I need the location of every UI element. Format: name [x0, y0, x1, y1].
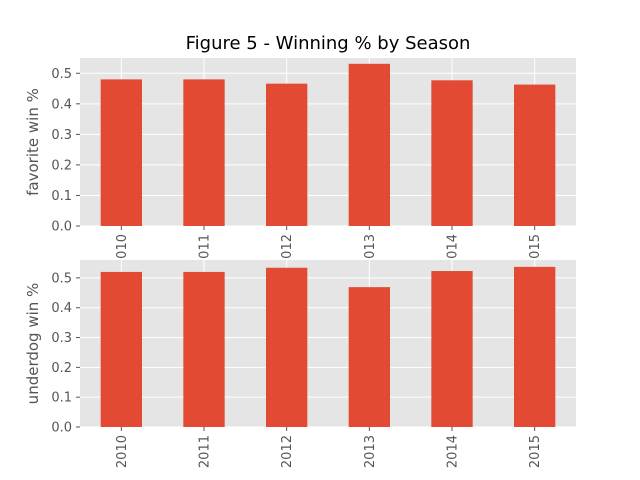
- y-axis-label-underdog: underdog win %: [24, 283, 42, 405]
- bar-favorite-2014: [431, 80, 473, 226]
- bar-favorite-2010: [100, 79, 142, 226]
- y-tick-label: 0.1: [51, 391, 72, 406]
- x-tick-label: 2010: [115, 435, 130, 468]
- y-tick-label: 0.3: [51, 331, 72, 346]
- y-tick-label: 0.2: [51, 158, 72, 173]
- x-tick-label: 2011: [198, 435, 213, 468]
- y-tick-label: 0.5: [51, 67, 72, 82]
- bar-underdog-2015: [514, 266, 556, 427]
- bar-favorite-2015: [514, 84, 556, 226]
- x-tick-label: 2013: [363, 435, 378, 468]
- bar-favorite-2012: [266, 83, 308, 227]
- bar-underdog-2011: [183, 271, 225, 427]
- bar-underdog-2012: [266, 267, 308, 427]
- plot-area-favorite: [80, 58, 576, 226]
- y-tick-label: 0.0: [51, 220, 72, 235]
- bar-favorite-2013: [348, 63, 390, 226]
- y-tick-label: 0.5: [51, 271, 72, 286]
- y-axis-label-favorite: favorite win %: [24, 88, 42, 196]
- x-tick-label: 2013: [363, 234, 378, 267]
- x-tick-label: 2014: [446, 435, 461, 468]
- bar-underdog-2013: [348, 287, 390, 427]
- x-tick-label: 2012: [280, 435, 295, 468]
- x-tick-label: 2010: [115, 234, 130, 267]
- x-tick-label: 2014: [446, 234, 461, 267]
- chart-title: Figure 5 - Winning % by Season: [186, 33, 471, 54]
- x-tick-label: 2012: [280, 234, 295, 267]
- y-tick-label: 0.4: [51, 97, 72, 112]
- x-tick-label: 2011: [198, 234, 213, 267]
- y-tick-label: 0.4: [51, 301, 72, 316]
- y-tick-label: 0.0: [51, 421, 72, 436]
- bar-underdog-2010: [100, 271, 142, 427]
- x-tick-label: 2015: [528, 234, 543, 267]
- subplot-underdog: 0.0 0.1 0.2 0.3 0.4 0.5 2010 2011 2012 2013 2014 20…: [24, 260, 576, 468]
- y-tick-label: 0.3: [51, 128, 72, 143]
- x-tick-label: 2015: [528, 435, 543, 468]
- y-tick-label: 0.2: [51, 361, 72, 376]
- plot-area-underdog: [80, 260, 576, 427]
- bar-favorite-2011: [183, 79, 225, 226]
- subplot-favorite: 0.0 0.1 0.2 0.3 0.4 0.5 2010 2011 2012 2013 2014 20…: [24, 58, 576, 267]
- bar-underdog-2014: [431, 271, 473, 427]
- y-tick-label: 0.1: [51, 189, 72, 204]
